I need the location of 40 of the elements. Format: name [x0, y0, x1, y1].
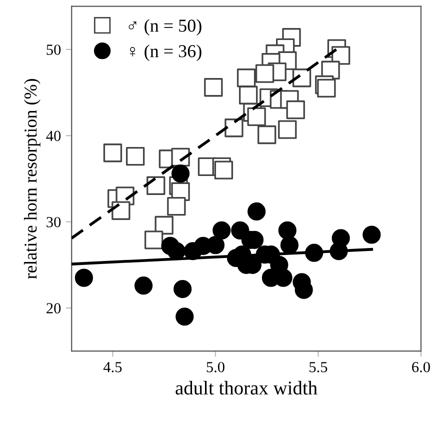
point	[286, 100, 305, 120]
y-tick-label: 50	[46, 44, 61, 55]
y-tick-label: 40	[46, 130, 61, 142]
point	[224, 118, 244, 138]
point	[212, 221, 231, 240]
x-tick-label: 5.5	[310, 362, 328, 372]
point	[248, 202, 266, 221]
x-tick-label: 5.0	[206, 362, 224, 372]
point	[103, 144, 122, 162]
point	[174, 280, 192, 298]
point	[204, 78, 223, 97]
point	[146, 176, 166, 195]
point	[167, 196, 186, 216]
point	[258, 125, 276, 144]
point	[247, 107, 266, 126]
point	[332, 229, 350, 248]
point	[280, 236, 299, 254]
point	[362, 226, 381, 244]
x-tick-label: 6.0	[412, 362, 430, 372]
legend-label: ♀ (n = 36)	[130, 44, 202, 61]
legend-label: ♂ (n = 50)	[128, 19, 202, 36]
y-axis-title: relative horn resorption (%)	[24, 78, 40, 279]
y-tick-label: 20	[46, 303, 61, 314]
point	[236, 68, 256, 88]
point	[112, 201, 130, 220]
point	[154, 216, 174, 235]
point	[278, 221, 296, 240]
point	[176, 308, 194, 326]
point	[74, 268, 93, 287]
x-axis-title: adult thorax width	[176, 380, 318, 395]
point	[317, 78, 336, 98]
point	[126, 146, 145, 166]
x-tick-label: 4.5	[103, 362, 122, 372]
point	[144, 230, 164, 250]
y-tick-label: 30	[46, 216, 61, 228]
point	[278, 120, 297, 139]
point	[171, 164, 190, 183]
point	[214, 160, 234, 180]
point	[134, 276, 153, 295]
point	[255, 64, 274, 83]
